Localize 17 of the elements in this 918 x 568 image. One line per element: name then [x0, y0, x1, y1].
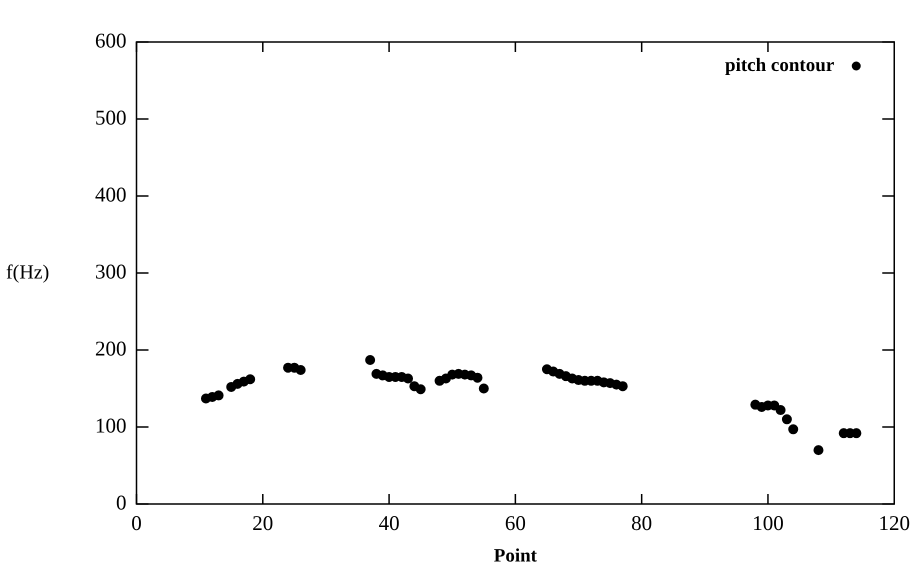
x-axis-title: Point	[494, 546, 538, 567]
x-tick-label: 80	[631, 511, 652, 536]
y-tick-label: 0	[116, 490, 126, 515]
x-tick-label: 20	[252, 511, 274, 536]
x-tick-label: 40	[378, 511, 400, 536]
x-tick-label: 120	[878, 511, 910, 536]
y-tick-label: 600	[95, 28, 126, 53]
x-tick-label: 0	[131, 511, 142, 536]
y-tick-label: 200	[95, 336, 126, 361]
y-tick-label: 500	[95, 106, 126, 130]
y-tick-label: 100	[95, 414, 126, 438]
x-tick-label: 100	[752, 511, 784, 536]
legend-label: pitch contour	[725, 54, 835, 76]
y-tick-label: 300	[95, 260, 126, 284]
y-tick-label: 400	[95, 182, 126, 207]
y-axis-title: f(Hz)	[6, 261, 50, 284]
x-tick-label: 60	[504, 511, 526, 536]
